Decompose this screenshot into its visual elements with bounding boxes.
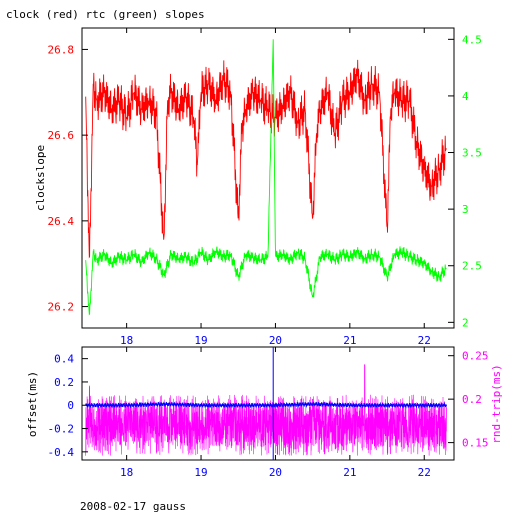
top-right-y-tick-label: 4 <box>462 90 469 103</box>
bottom-x-tick-label: 18 <box>120 466 133 479</box>
bottom-left-y-tick-label: 0 <box>67 399 74 412</box>
series-line-rnd-trip <box>85 364 447 456</box>
top-left-y-tick-label: 26.8 <box>48 43 75 56</box>
chart-title: clock (red) rtc (green) slopes <box>6 8 205 21</box>
bottom-right-y-tick-label: 0.25 <box>462 350 489 363</box>
top-x-tick-label: 22 <box>418 334 431 347</box>
top-x-tick-label: 20 <box>269 334 282 347</box>
bottom-x-tick-label: 20 <box>269 466 282 479</box>
bottom-right-y-tick-label: 0.2 <box>462 393 482 406</box>
bottom-left-y-tick-label: 0.4 <box>54 353 74 366</box>
bottom-axes-layer: 18 19 20 21 22 0.4 0.2 0 -0.2 -0.4 0.25 0.2 0.15 <box>48 347 489 479</box>
series-line-offset <box>85 401 447 409</box>
top-left-y-tick-label: 26.4 <box>48 215 75 228</box>
top-y-axis-label: clockslope <box>34 145 47 211</box>
bottom-left-y-tick-label: -0.2 <box>48 423 75 436</box>
top-right-y-tick-label: 4.5 <box>462 33 482 46</box>
bottom-panel: 18 19 20 21 22 0.4 0.2 0 -0.2 -0.4 0.25 0.2 0.15 off… <box>26 346 503 479</box>
bottom-x-tick-label: 21 <box>343 466 356 479</box>
bottom-x-tick-label: 22 <box>418 466 431 479</box>
footer-label: 2008-02-17 gauss <box>80 500 186 512</box>
series-line-clock <box>85 59 447 259</box>
top-series-layer <box>85 39 447 316</box>
bottom-left-y-tick-label: 0.2 <box>54 376 74 389</box>
bottom-left-y-axis-label: offset(ms) <box>26 371 39 437</box>
bottom-right-y-axis-label: rnd-trip(ms) <box>490 364 503 443</box>
top-right-y-tick-label: 3.5 <box>462 147 482 160</box>
bottom-left-y-tick-label: -0.4 <box>48 446 75 459</box>
bottom-x-tick-label: 19 <box>194 466 207 479</box>
top-plot-frame <box>81 27 455 329</box>
bottom-plot-frame <box>81 346 455 461</box>
top-x-tick-label: 19 <box>194 334 207 347</box>
top-x-tick-label: 18 <box>120 334 133 347</box>
top-left-y-tick-label: 26.2 <box>48 301 75 314</box>
top-panel: 18 19 20 21 22 26.2 26.4 26.6 26.8 2 2.5 3 3.5 4 4.5 c… <box>34 27 482 347</box>
top-left-y-tick-label: 26.6 <box>48 129 75 142</box>
bottom-series-layer <box>85 347 447 460</box>
top-right-y-tick-label: 2.5 <box>462 260 482 273</box>
series-line-rtc <box>85 39 447 316</box>
bottom-right-y-tick-label: 0.15 <box>462 437 489 450</box>
top-axes-layer: 18 19 20 21 22 26.2 26.4 26.6 26.8 2 2.5 3 3.5 4 4.5 <box>48 28 482 347</box>
top-right-y-tick-label: 2 <box>462 316 469 329</box>
top-right-y-tick-label: 3 <box>462 203 469 216</box>
top-x-tick-label: 21 <box>343 334 356 347</box>
